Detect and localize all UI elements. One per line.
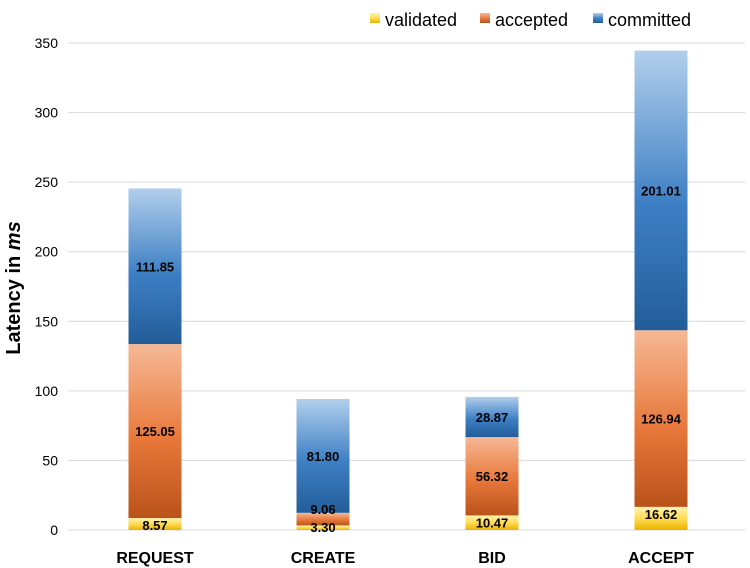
bar-committed-accept <box>634 50 688 331</box>
data-label-committed-bid: 28.87 <box>476 410 509 425</box>
bar-committed-create <box>296 398 350 513</box>
bar-accepted-request <box>128 344 182 519</box>
data-label-committed-create: 81.80 <box>307 449 340 464</box>
x-axis-categories: REQUEST CREATE BID ACCEPT <box>116 550 694 567</box>
data-label-validated-create: 3.30 <box>310 520 335 535</box>
data-label-validated-accept: 16.62 <box>645 507 678 522</box>
legend-label-validated: validated <box>385 10 457 30</box>
data-label-accepted-request: 125.05 <box>135 424 175 439</box>
y-tick-label: 150 <box>35 313 59 329</box>
bar-accepted-create <box>296 512 350 526</box>
y-axis-label-prefix: Latency in <box>3 250 25 354</box>
bar-validated-create <box>296 525 350 530</box>
bar-validated-accept <box>634 506 688 530</box>
data-label-validated-request: 8.57 <box>142 518 167 533</box>
legend-swatch-accepted <box>480 13 490 23</box>
y-tick-label: 50 <box>42 452 58 468</box>
bar-committed-request <box>128 188 182 345</box>
y-axis-ticks: 0 50 100 150 200 250 300 350 <box>35 35 59 538</box>
data-label-accepted-create: 9.06 <box>310 502 335 517</box>
x-category-label-accept: ACCEPT <box>628 550 694 567</box>
legend-swatch-committed <box>593 13 603 23</box>
y-tick-label: 300 <box>35 105 59 121</box>
data-label-accepted-accept: 126.94 <box>641 412 682 427</box>
bar-validated-bid <box>465 515 519 530</box>
y-tick-label: 250 <box>35 174 59 190</box>
bar-accepted-bid <box>465 437 519 516</box>
legend-label-committed: committed <box>608 10 691 30</box>
y-axis-label-unit: ms <box>3 221 25 250</box>
data-label-validated-bid: 10.47 <box>476 515 509 530</box>
y-tick-label: 0 <box>50 522 58 538</box>
x-category-label-create: CREATE <box>291 550 356 567</box>
data-label-committed-request: 111.85 <box>136 259 174 274</box>
bar-accepted-accept <box>634 330 688 507</box>
data-label-accepted-bid: 56.32 <box>476 469 509 484</box>
data-label-committed-accept: 201.01 <box>641 183 681 198</box>
bars <box>128 50 688 530</box>
data-labels: 8.57 125.05 111.85 3.30 9.06 81.80 10.47 56.32 2… <box>135 183 682 535</box>
legend-label-accepted: accepted <box>495 10 568 30</box>
bar-validated-request <box>128 518 182 530</box>
y-tick-label: 350 <box>35 35 59 51</box>
y-tick-label: 100 <box>35 383 59 399</box>
y-tick-label: 200 <box>35 244 59 260</box>
bar-committed-bid <box>465 396 519 438</box>
legend-swatch-validated <box>370 13 380 23</box>
x-category-label-request: REQUEST <box>116 550 194 567</box>
y-axis-label: Latency in ms <box>3 221 25 354</box>
x-category-label-bid: BID <box>478 550 506 567</box>
legend: validated accepted committed <box>370 10 691 30</box>
